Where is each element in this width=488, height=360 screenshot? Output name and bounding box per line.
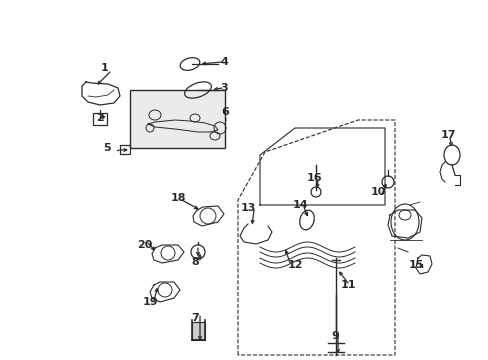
- Text: 4: 4: [220, 57, 227, 67]
- Text: 8: 8: [191, 257, 199, 267]
- Text: 3: 3: [220, 83, 227, 93]
- Bar: [192, 322, 204, 340]
- Text: 12: 12: [286, 260, 302, 270]
- Text: 2: 2: [96, 113, 103, 123]
- Text: 20: 20: [137, 240, 152, 250]
- Bar: [130, 90, 224, 148]
- Text: 17: 17: [439, 130, 455, 140]
- Text: 13: 13: [240, 203, 255, 213]
- Bar: [120, 145, 130, 154]
- Bar: [93, 113, 107, 125]
- Text: 15: 15: [407, 260, 423, 270]
- Text: 5: 5: [103, 143, 111, 153]
- Text: 7: 7: [191, 313, 199, 323]
- Text: 19: 19: [142, 297, 158, 307]
- Text: 18: 18: [170, 193, 185, 203]
- Text: 11: 11: [340, 280, 355, 290]
- Text: 10: 10: [369, 187, 385, 197]
- Text: 14: 14: [292, 200, 307, 210]
- Text: 1: 1: [101, 63, 109, 73]
- Text: 16: 16: [306, 173, 322, 183]
- Text: 6: 6: [221, 107, 228, 117]
- Text: 9: 9: [330, 331, 338, 341]
